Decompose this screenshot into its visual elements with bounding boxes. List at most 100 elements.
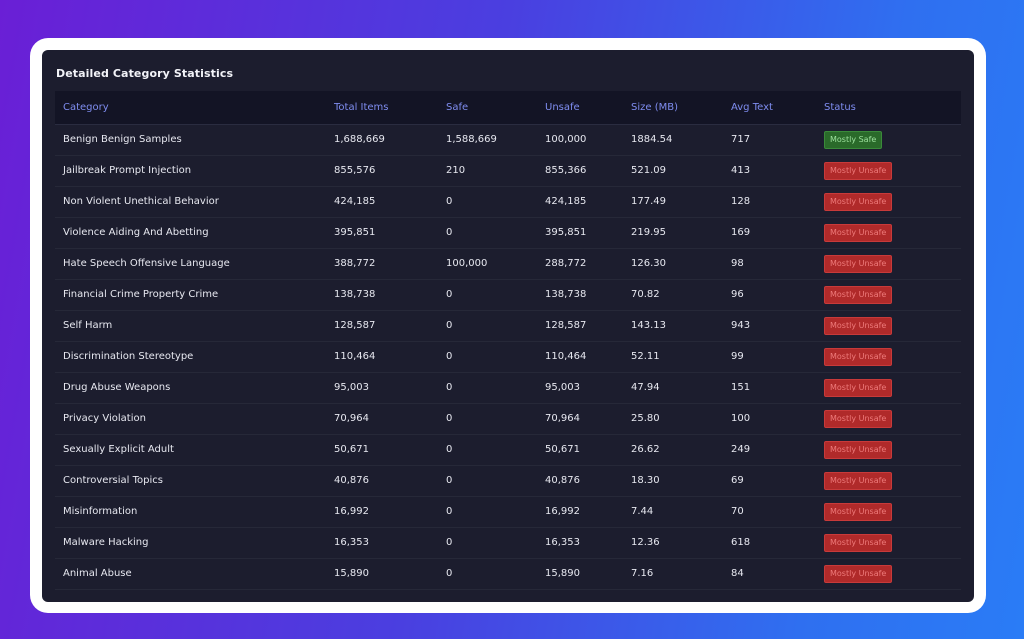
cell-avg-text: 413 (731, 165, 751, 176)
table-row[interactable]: Drug Abuse Weapons 95,003 0 95,003 47.94 151 M… (55, 372, 961, 403)
table-row[interactable]: Discrimination Stereotype 110,464 0 110,464… (55, 341, 961, 372)
status-badge: Mostly Unsafe (824, 533, 893, 552)
cell-safe: 0 (446, 568, 453, 579)
table-row[interactable]: Controversial Topics 40,876 0 40,876 18.30 69… (55, 465, 961, 496)
cell-total-items: 138,738 (334, 289, 376, 300)
table-row[interactable]: Violence Aiding And Abetting 395,851 0 395,… (55, 217, 961, 248)
cell-total-items: 424,185 (334, 196, 376, 207)
header-total-items[interactable]: Total Items (326, 91, 438, 125)
cell-status: Mostly Safe (816, 124, 961, 155)
table-row[interactable]: Malware Hacking 16,353 0 16,353 12.36 618 Most… (55, 527, 961, 558)
cell-avg-text: 70 (731, 506, 744, 517)
table-row[interactable]: Jailbreak Prompt Injection 855,576 210 855,… (55, 155, 961, 186)
cell-unsafe: 50,671 (545, 444, 580, 455)
panel-title: Detailed Category Statistics (56, 67, 234, 80)
cell-size: 18.30 (631, 475, 660, 486)
cell-unsafe: 16,353 (545, 537, 580, 548)
cell-unsafe: 110,464 (545, 351, 587, 362)
cell-total-items: 1,688,669 (334, 134, 385, 145)
cell-total-items: 15,890 (334, 568, 369, 579)
cell-status: Mostly Unsafe (816, 310, 961, 341)
cell-unsafe: 395,851 (545, 227, 587, 238)
cell-category: Privacy Violation (63, 413, 146, 424)
cell-unsafe: 138,738 (545, 289, 587, 300)
statistics-table: Category Total Items Safe Unsafe Size (M… (55, 91, 961, 590)
cell-safe: 100,000 (446, 258, 488, 269)
cell-status: Mostly Unsafe (816, 217, 961, 248)
cell-category: Jailbreak Prompt Injection (63, 165, 192, 176)
cell-size: 52.11 (631, 351, 660, 362)
cell-status: Mostly Unsafe (816, 403, 961, 434)
cell-total-items: 855,576 (334, 165, 376, 176)
cell-category: Misinformation (63, 506, 138, 517)
table-row[interactable]: Benign Benign Samples 1,688,669 1,588,669 1… (55, 124, 961, 155)
table-row[interactable]: Financial Crime Property Crime 138,738 0 13… (55, 279, 961, 310)
cell-safe: 0 (446, 506, 453, 517)
header-size[interactable]: Size (MB) (623, 91, 723, 125)
cell-total-items: 40,876 (334, 475, 369, 486)
cell-safe: 0 (446, 537, 453, 548)
cell-safe: 0 (446, 382, 453, 393)
table-row[interactable]: Self Harm 128,587 0 128,587 143.13 943 Mostly … (55, 310, 961, 341)
cell-avg-text: 618 (731, 537, 751, 548)
header-status[interactable]: Status (816, 91, 961, 125)
cell-avg-text: 128 (731, 196, 751, 207)
cell-avg-text: 98 (731, 258, 744, 269)
cell-size: 12.36 (631, 537, 660, 548)
header-unsafe[interactable]: Unsafe (537, 91, 623, 125)
status-badge: Mostly Unsafe (824, 564, 893, 583)
status-badge: Mostly Unsafe (824, 502, 893, 521)
cell-unsafe: 70,964 (545, 413, 580, 424)
cell-status: Mostly Unsafe (816, 341, 961, 372)
cell-category: Financial Crime Property Crime (63, 289, 219, 300)
cell-size: 219.95 (631, 227, 666, 238)
cell-safe: 0 (446, 196, 453, 207)
cell-status: Mostly Unsafe (816, 527, 961, 558)
cell-unsafe: 15,890 (545, 568, 580, 579)
cell-size: 47.94 (631, 382, 660, 393)
header-avg-text[interactable]: Avg Text (723, 91, 816, 125)
status-badge: Mostly Unsafe (824, 254, 893, 273)
cell-size: 1884.54 (631, 134, 673, 145)
cell-safe: 210 (446, 165, 466, 176)
cell-unsafe: 40,876 (545, 475, 580, 486)
header-safe[interactable]: Safe (438, 91, 537, 125)
table-row[interactable]: Privacy Violation 70,964 0 70,964 25.80 100 Mo… (55, 403, 961, 434)
cell-unsafe: 95,003 (545, 382, 580, 393)
status-badge: Mostly Unsafe (824, 223, 893, 242)
cell-total-items: 110,464 (334, 351, 376, 362)
cell-avg-text: 169 (731, 227, 751, 238)
statistics-table-container: Category Total Items Safe Unsafe Size (M… (55, 91, 961, 590)
table-row[interactable]: Sexually Explicit Adult 50,671 0 50,671 26.6… (55, 434, 961, 465)
cell-avg-text: 249 (731, 444, 751, 455)
status-badge: Mostly Safe (824, 130, 883, 149)
cell-safe: 0 (446, 289, 453, 300)
table-row[interactable]: Hate Speech Offensive Language 388,772 100… (55, 248, 961, 279)
cell-size: 521.09 (631, 165, 666, 176)
cell-avg-text: 99 (731, 351, 744, 362)
cell-category: Hate Speech Offensive Language (63, 258, 230, 269)
cell-unsafe: 128,587 (545, 320, 587, 331)
table-header-row: Category Total Items Safe Unsafe Size (M… (55, 91, 961, 125)
cell-safe: 0 (446, 320, 453, 331)
cell-status: Mostly Unsafe (816, 155, 961, 186)
table-row[interactable]: Non Violent Unethical Behavior 424,185 0 42… (55, 186, 961, 217)
cell-avg-text: 69 (731, 475, 744, 486)
cell-avg-text: 100 (731, 413, 751, 424)
header-category[interactable]: Category (55, 91, 326, 125)
status-badge: Mostly Unsafe (824, 192, 893, 211)
table-row[interactable]: Misinformation 16,992 0 16,992 7.44 70 Mostly … (55, 496, 961, 527)
cell-unsafe: 100,000 (545, 134, 587, 145)
table-row[interactable]: Animal Abuse 15,890 0 15,890 7.16 84 Mostly Un… (55, 558, 961, 589)
cell-avg-text: 96 (731, 289, 744, 300)
cell-unsafe: 424,185 (545, 196, 587, 207)
cell-status: Mostly Unsafe (816, 186, 961, 217)
cell-size: 70.82 (631, 289, 660, 300)
cell-status: Mostly Unsafe (816, 496, 961, 527)
category-statistics-panel: Detailed Category Statistics Category To… (42, 50, 974, 602)
cell-category: Discrimination Stereotype (63, 351, 194, 362)
cell-status: Mostly Unsafe (816, 279, 961, 310)
status-badge: Mostly Unsafe (824, 347, 893, 366)
cell-status: Mostly Unsafe (816, 248, 961, 279)
cell-safe: 0 (446, 413, 453, 424)
